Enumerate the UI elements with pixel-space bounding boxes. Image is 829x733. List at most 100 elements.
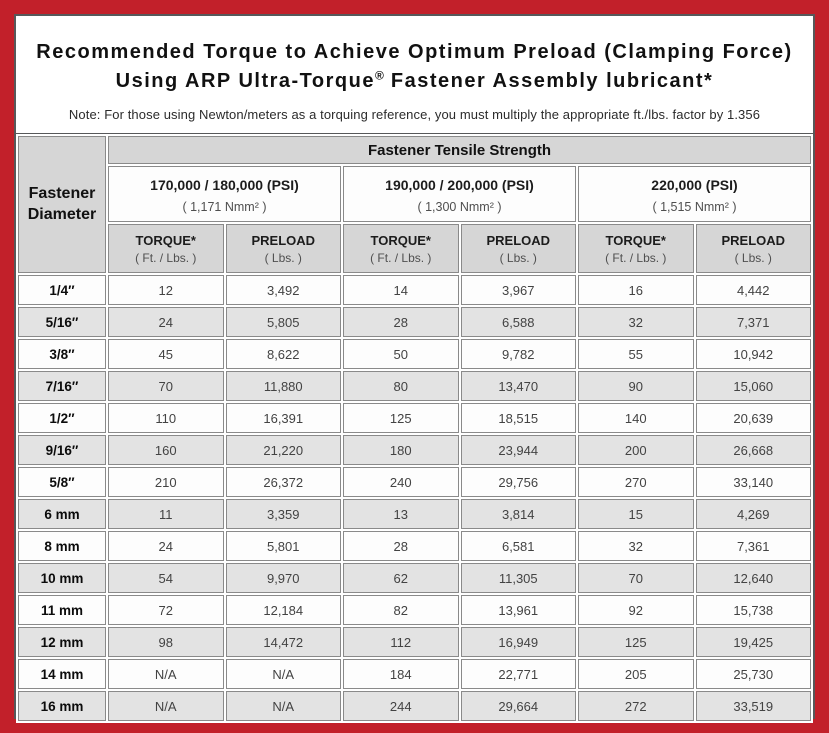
value-cell: 45	[108, 339, 224, 369]
value-cell: 3,814	[460, 499, 576, 529]
diameter-cell: 9/16″	[18, 435, 106, 465]
title-line2-pre: Using ARP Ultra-Torque	[115, 70, 375, 92]
diameter-cell: 16 mm	[18, 691, 106, 721]
torque-column-header-3: TORQUE* ( Ft. / Lbs. )	[578, 224, 694, 273]
value-cell: 5,805	[225, 307, 341, 337]
table-row: 5/8″ 210 26,372 240 29,756 270 33,140	[18, 467, 811, 497]
psi-group-header-row: 170,000 / 180,000 (PSI) ( 1,171 Nmm² ) 1…	[18, 166, 811, 222]
value-cell: 23,944	[460, 435, 576, 465]
value-cell: 12,640	[695, 563, 811, 593]
value-cell: 92	[578, 595, 694, 625]
value-cell: 11,305	[460, 563, 576, 593]
value-cell: 55	[578, 339, 694, 369]
value-cell: 160	[108, 435, 224, 465]
value-cell: 33,519	[695, 691, 811, 721]
table-row: 6 mm 11 3,359 13 3,814 15 4,269	[18, 499, 811, 529]
psi-group-1-label: 170,000 / 180,000 (PSI)	[150, 176, 299, 193]
table-row: 14 mm N/A N/A 184 22,771 205 25,730	[18, 659, 811, 689]
torque-label: TORQUE*	[370, 232, 431, 248]
value-cell: 26,372	[225, 467, 341, 497]
value-cell: 20,639	[695, 403, 811, 433]
value-cell: 3,967	[460, 275, 576, 305]
value-cell: 19,425	[695, 627, 811, 657]
value-cell: 22,771	[460, 659, 576, 689]
value-cell: 16	[578, 275, 694, 305]
note-text: Note: For those using Newton/meters as a…	[68, 107, 761, 122]
value-cell: 3,359	[225, 499, 341, 529]
value-cell: 33,140	[695, 467, 811, 497]
table-row: 3/8″ 45 8,622 50 9,782 55 10,942	[18, 339, 811, 369]
fastener-diameter-header: Fastener Diameter	[18, 136, 106, 273]
value-cell: 62	[343, 563, 459, 593]
table-row: 1/2″ 110 16,391 125 18,515 140 20,639	[18, 403, 811, 433]
preload-label: PRELOAD	[486, 232, 551, 248]
psi-group-3-metric: ( 1,515 Nmm² )	[652, 199, 737, 214]
diameter-cell: 14 mm	[18, 659, 106, 689]
value-cell: 82	[343, 595, 459, 625]
tensile-strength-header: Fastener Tensile Strength	[108, 136, 811, 164]
title-line2-post: Fastener Assembly lubricant*	[383, 70, 714, 92]
value-cell: 14	[343, 275, 459, 305]
value-cell: 70	[578, 563, 694, 593]
value-cell: 50	[343, 339, 459, 369]
table-row: 10 mm 54 9,970 62 11,305 70 12,640	[18, 563, 811, 593]
diameter-cell: 6 mm	[18, 499, 106, 529]
value-cell: 11,880	[225, 371, 341, 401]
value-cell: 11	[108, 499, 224, 529]
torque-column-header-2: TORQUE* ( Ft. / Lbs. )	[343, 224, 459, 273]
value-cell: 80	[343, 371, 459, 401]
value-cell: 14,472	[225, 627, 341, 657]
psi-group-1-header: 170,000 / 180,000 (PSI) ( 1,171 Nmm² )	[108, 166, 341, 222]
table-body: 1/4″ 12 3,492 14 3,967 16 4,442 5/16″ 24 5,805 28 6…	[18, 275, 811, 721]
value-cell: 210	[108, 467, 224, 497]
value-cell: 72	[108, 595, 224, 625]
value-cell: 184	[343, 659, 459, 689]
value-cell: 4,442	[695, 275, 811, 305]
value-cell: 28	[343, 531, 459, 561]
table-row: 9/16″ 160 21,220 180 23,944 200 26,668	[18, 435, 811, 465]
torque-unit: ( Ft. / Lbs. )	[370, 250, 432, 265]
diameter-cell: 1/2″	[18, 403, 106, 433]
diameter-cell: 12 mm	[18, 627, 106, 657]
value-cell: N/A	[225, 659, 341, 689]
value-cell: 112	[343, 627, 459, 657]
value-cell: 240	[343, 467, 459, 497]
title-block: Recommended Torque to Achieve Optimum Pr…	[16, 16, 813, 133]
value-cell: 3,492	[225, 275, 341, 305]
psi-group-3-header: 220,000 (PSI) ( 1,515 Nmm² )	[578, 166, 811, 222]
table-row: 16 mm N/A N/A 244 29,664 272 33,519	[18, 691, 811, 721]
diameter-cell: 3/8″	[18, 339, 106, 369]
value-cell: 6,581	[460, 531, 576, 561]
value-cell: 125	[578, 627, 694, 657]
diameter-cell: 8 mm	[18, 531, 106, 561]
table-row: 11 mm 72 12,184 82 13,961 92 15,738	[18, 595, 811, 625]
value-cell: 10,942	[695, 339, 811, 369]
value-cell: 15,060	[695, 371, 811, 401]
value-cell: 28	[343, 307, 459, 337]
table-row: 12 mm 98 14,472 112 16,949 125 19,425	[18, 627, 811, 657]
value-cell: 15,738	[695, 595, 811, 625]
value-cell: 12	[108, 275, 224, 305]
value-cell: 13	[343, 499, 459, 529]
diameter-cell: 11 mm	[18, 595, 106, 625]
value-cell: 13,961	[460, 595, 576, 625]
value-cell: 32	[578, 531, 694, 561]
diameter-cell: 1/4″	[18, 275, 106, 305]
psi-group-2-header: 190,000 / 200,000 (PSI) ( 1,300 Nmm² )	[343, 166, 576, 222]
value-cell: 8,622	[225, 339, 341, 369]
value-cell: 16,391	[225, 403, 341, 433]
value-cell: 18,515	[460, 403, 576, 433]
table-row: 1/4″ 12 3,492 14 3,967 16 4,442	[18, 275, 811, 305]
value-cell: 270	[578, 467, 694, 497]
torque-label: TORQUE*	[135, 232, 196, 248]
value-cell: N/A	[225, 691, 341, 721]
value-cell: 70	[108, 371, 224, 401]
page-title-line-1: Recommended Torque to Achieve Optimum Pr…	[36, 41, 793, 63]
value-cell: 98	[108, 627, 224, 657]
value-cell: N/A	[108, 691, 224, 721]
value-cell: 180	[343, 435, 459, 465]
value-cell: 7,371	[695, 307, 811, 337]
torque-unit: ( Ft. / Lbs. )	[605, 250, 667, 265]
diameter-cell: 7/16″	[18, 371, 106, 401]
